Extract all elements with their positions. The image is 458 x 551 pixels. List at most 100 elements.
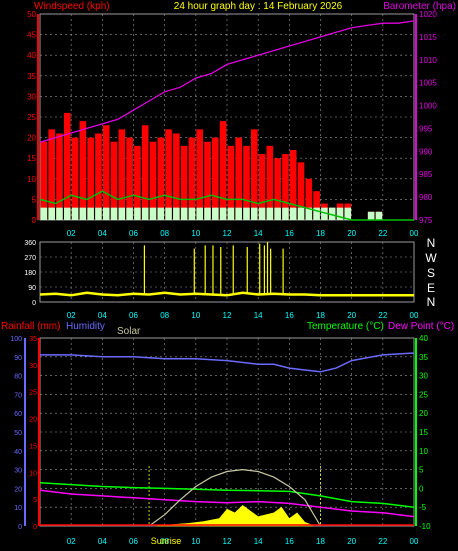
windspeed-tick-label: 25: [27, 113, 36, 122]
hour-tick-label: 10: [191, 537, 200, 546]
compass-label-n-bottom: N: [427, 295, 436, 309]
rainfall-tick-label: 30: [29, 363, 37, 370]
humidity-tick-label: 90: [14, 355, 22, 362]
dew-point-line: [39, 489, 415, 518]
light-wind-bar: [212, 207, 219, 220]
solar-title: Solar: [117, 326, 141, 337]
light-wind-bar: [126, 207, 133, 220]
wind-average-line: [39, 190, 414, 221]
compass-label-s: S: [427, 266, 435, 280]
light-wind-bar: [165, 207, 172, 220]
gust-bar: [212, 137, 219, 220]
humidity-line: [40, 352, 415, 373]
barometer-tick-label: 1015: [419, 33, 437, 42]
light-wind-bar: [79, 207, 87, 220]
barometer-line: [39, 20, 415, 143]
barometer-tick-label: 1020: [419, 10, 437, 19]
windspeed-tick-label: 0: [32, 216, 37, 225]
gust-bar: [102, 125, 110, 220]
gust-bar: [282, 154, 289, 220]
gust-bar: [110, 141, 118, 220]
hour-tick-label: 06: [129, 229, 138, 238]
hour-tick-label: 06: [129, 311, 138, 320]
compass-label-n-top: N: [427, 236, 436, 250]
solar-radiation-area: [156, 504, 313, 527]
rainfall-axis-title: Rainfall (mm): [1, 321, 60, 332]
gust-bar: [227, 145, 235, 220]
barometer-tick-label: 990: [419, 147, 433, 156]
hour-tick-label: 10: [191, 229, 200, 238]
gust-bar: [297, 162, 305, 220]
light-wind-bar: [157, 207, 165, 220]
temperature-tick-label: 5: [419, 466, 424, 475]
light-wind-bar: [118, 207, 126, 220]
direction-tick-label: 0: [32, 300, 36, 307]
hour-tick-label: 22: [378, 537, 387, 546]
hour-tick-label: 20: [347, 229, 356, 238]
humidity-tick-label: 100: [10, 336, 22, 343]
gust-bar: [134, 145, 141, 220]
light-wind-bar: [102, 207, 110, 220]
temperature-tick-label: 30: [419, 372, 428, 381]
light-wind-bar: [375, 211, 383, 220]
rainfall-tick-label: 25: [29, 390, 37, 397]
hour-tick-label: 04: [98, 537, 107, 546]
gust-bar: [79, 121, 87, 220]
light-wind-bar: [344, 207, 352, 220]
direction-tick-label: 270: [24, 255, 36, 262]
hour-tick-label: 08: [160, 311, 169, 320]
barometer-tick-label: 1000: [419, 102, 437, 111]
windspeed-tick-label: 10: [27, 175, 36, 184]
light-wind-bar: [141, 207, 149, 220]
rainfall-tick-label: 0: [33, 524, 37, 531]
windspeed-axis-title: Windspeed (kph): [34, 1, 110, 12]
gust-bar: [63, 112, 71, 220]
windspeed-tick-label: 20: [27, 134, 36, 143]
windspeed-tick-label: 50: [27, 10, 36, 19]
barometer-tick-label: 1005: [419, 79, 437, 88]
light-wind-bar: [149, 207, 157, 220]
light-wind-bar: [56, 207, 63, 220]
gust-bar: [87, 137, 94, 220]
rainfall-tick-label: 15: [29, 443, 37, 450]
light-wind-bar: [134, 207, 141, 220]
gust-bar: [204, 141, 211, 220]
temperature-axis-title: Temperature (°C): [307, 321, 384, 332]
gust-bar: [313, 191, 320, 220]
barometer-tick-label: 1010: [419, 56, 437, 65]
light-wind-bar: [321, 207, 328, 220]
light-wind-bar: [336, 207, 344, 220]
light-wind-bar: [196, 207, 204, 220]
gust-bar: [243, 145, 250, 220]
light-wind-bar: [305, 207, 313, 220]
hour-tick-label: 02: [67, 537, 76, 546]
temperature-line: [39, 482, 415, 508]
gust-bar: [289, 149, 297, 220]
gust-bar: [196, 129, 204, 220]
windspeed-tick-label: 30: [27, 92, 36, 101]
hour-tick-label: 08: [160, 229, 169, 238]
barometer-axis-title: Barometer (hpa): [383, 1, 456, 12]
hour-tick-label: 16: [285, 311, 294, 320]
humidity-tick-label: 50: [14, 430, 22, 437]
light-wind-bar: [274, 207, 281, 220]
rainfall-tick-label: 20: [29, 417, 37, 424]
humidity-tick-label: 60: [14, 411, 22, 418]
hour-tick-label: 06: [129, 537, 138, 546]
rainfall-tick-label: 35: [29, 336, 37, 343]
direction-tick-label: 360: [24, 240, 36, 247]
light-wind-bar: [87, 207, 94, 220]
light-wind-bar: [188, 207, 196, 220]
temperature-tick-label: 25: [419, 390, 428, 399]
temperature-tick-label: 20: [419, 409, 428, 418]
gust-bar: [165, 129, 172, 220]
windspeed-tick-label: 45: [27, 31, 36, 40]
gust-bar: [118, 129, 126, 220]
barometer-tick-label: 975: [419, 216, 433, 225]
hour-tick-label: 14: [254, 311, 263, 320]
hour-tick-label: 08: [160, 537, 169, 546]
hour-tick-label: 00: [410, 537, 419, 546]
windspeed-tick-label: 5: [32, 195, 37, 204]
light-wind-bar: [48, 207, 55, 220]
light-wind-bar: [71, 207, 79, 220]
